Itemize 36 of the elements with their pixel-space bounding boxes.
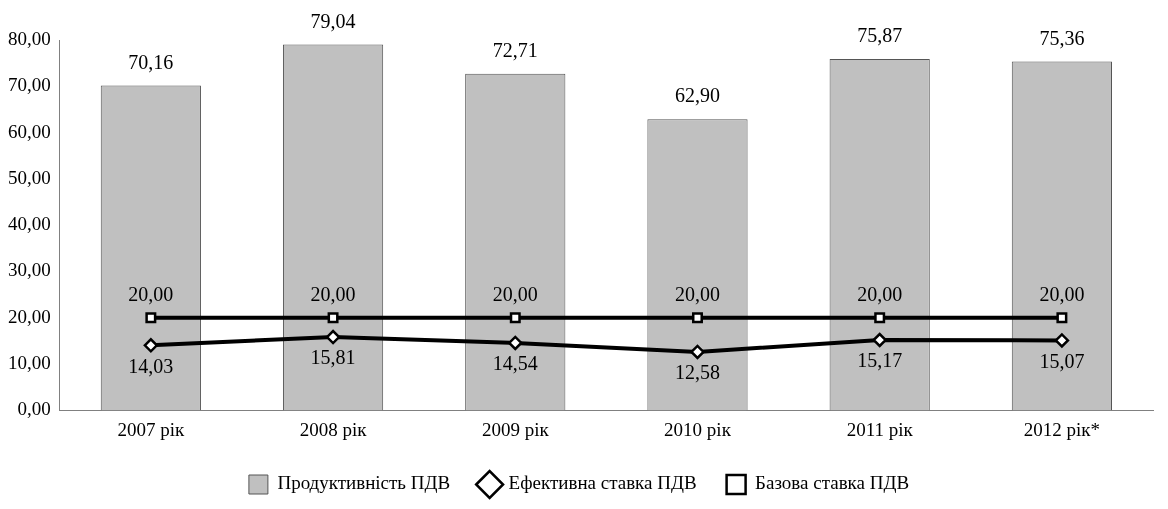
x-tick-label: 2011 рік bbox=[846, 418, 914, 440]
data-label: 15,17 bbox=[857, 349, 903, 372]
legend-label: Ефективна ставка ПДВ bbox=[508, 472, 697, 494]
data-label: 20,00 bbox=[310, 282, 356, 305]
data-label: 15,07 bbox=[1039, 349, 1085, 372]
legend-label: Продуктивність ПДВ bbox=[277, 472, 451, 494]
data-label: 15,81 bbox=[310, 346, 356, 369]
y-tick-label: 40,00 bbox=[8, 213, 51, 235]
data-label: 70,16 bbox=[128, 50, 174, 73]
y-tick-label: 10,00 bbox=[8, 351, 51, 373]
data-label: 20,00 bbox=[1039, 282, 1085, 305]
y-tick-label: 20,00 bbox=[8, 305, 51, 327]
y-tick-label: 80,00 bbox=[8, 27, 51, 49]
y-tick-label: 0,00 bbox=[17, 398, 51, 420]
x-tick-label: 2009 рік bbox=[481, 418, 550, 440]
x-tick-label: 2007 рік bbox=[117, 418, 185, 440]
data-label: 14,54 bbox=[492, 352, 538, 375]
y-tick-label: 30,00 bbox=[8, 259, 51, 281]
x-tick-label: 2010 рік bbox=[664, 418, 732, 440]
legend-label: Базова ставка ПДВ bbox=[755, 472, 910, 494]
y-tick-label: 70,00 bbox=[8, 74, 51, 96]
x-tick-label: 2008 рік bbox=[299, 418, 368, 440]
data-label: 75,87 bbox=[857, 24, 903, 47]
y-tick-label: 60,00 bbox=[8, 120, 51, 142]
data-label: 62,90 bbox=[674, 84, 720, 107]
data-label: 20,00 bbox=[128, 282, 174, 305]
data-label: 75,36 bbox=[1039, 26, 1085, 49]
data-label: 72,71 bbox=[492, 38, 538, 61]
x-tick-label: 2012 рік* bbox=[1023, 418, 1101, 440]
y-tick-label: 50,00 bbox=[8, 166, 51, 188]
data-label: 14,03 bbox=[128, 354, 174, 377]
data-label: 12,58 bbox=[674, 361, 720, 384]
data-label: 79,04 bbox=[310, 9, 356, 32]
data-label: 20,00 bbox=[674, 282, 720, 305]
data-label: 20,00 bbox=[492, 282, 538, 305]
data-label: 20,00 bbox=[857, 282, 903, 305]
